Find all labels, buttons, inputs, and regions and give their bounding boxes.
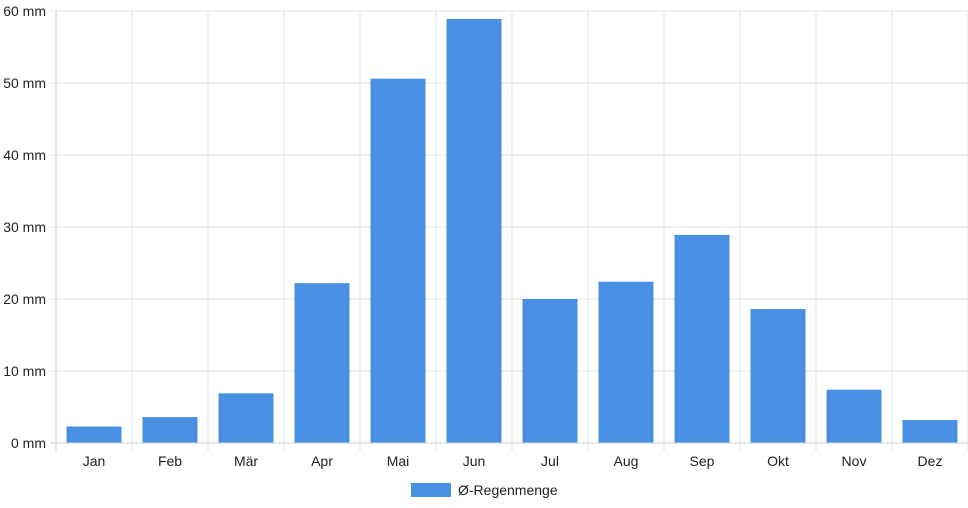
x-tick-label: Aug xyxy=(614,453,639,469)
bar-jun[interactable] xyxy=(446,18,502,443)
bar-nov[interactable] xyxy=(826,389,882,443)
bar-feb[interactable] xyxy=(142,417,198,443)
x-tick-label: Mai xyxy=(387,453,410,469)
y-tick-label: 20 mm xyxy=(3,291,46,307)
x-tick-label: Jan xyxy=(83,453,106,469)
x-tick-label: Feb xyxy=(158,453,182,469)
bar-jul[interactable] xyxy=(522,299,578,443)
grid-lines xyxy=(50,10,968,451)
x-tick-label: Dez xyxy=(918,453,943,469)
legend-swatch[interactable] xyxy=(411,483,451,497)
bar-jan[interactable] xyxy=(66,426,122,443)
x-tick-label: Mär xyxy=(234,453,258,469)
bar-aug[interactable] xyxy=(598,281,654,443)
y-tick-label: 40 mm xyxy=(3,147,46,163)
bar-mai[interactable] xyxy=(370,78,426,444)
x-tick-label: Sep xyxy=(690,453,715,469)
y-tick-label: 50 mm xyxy=(3,75,46,91)
bar-mär[interactable] xyxy=(218,393,274,443)
y-tick-label: 10 mm xyxy=(3,363,46,379)
x-tick-label: Apr xyxy=(311,453,333,469)
bar-apr[interactable] xyxy=(294,283,350,443)
y-tick-label: 30 mm xyxy=(3,219,46,235)
x-tick-label: Jun xyxy=(463,453,486,469)
axes xyxy=(50,11,968,451)
legend[interactable]: Ø-Regenmenge xyxy=(411,482,558,498)
x-tick-label: Nov xyxy=(842,453,867,469)
x-axis-ticks: Jan Feb Mär Apr Mai Jun Jul Aug Sep Okt Nov Dez xyxy=(83,453,943,469)
x-tick-label: Okt xyxy=(767,453,789,469)
y-tick-label: 60 mm xyxy=(3,3,46,19)
legend-label[interactable]: Ø-Regenmenge xyxy=(458,482,558,498)
bar-group xyxy=(66,18,958,444)
y-tick-label: 0 mm xyxy=(11,435,46,451)
bar-sep[interactable] xyxy=(674,234,730,443)
y-axis-ticks: 0 mm 10 mm 20 mm 30 mm 40 mm 50 mm 60 mm xyxy=(3,3,46,451)
bar-okt[interactable] xyxy=(750,309,806,443)
x-tick-label: Jul xyxy=(541,453,559,469)
bar-dez[interactable] xyxy=(902,419,958,443)
